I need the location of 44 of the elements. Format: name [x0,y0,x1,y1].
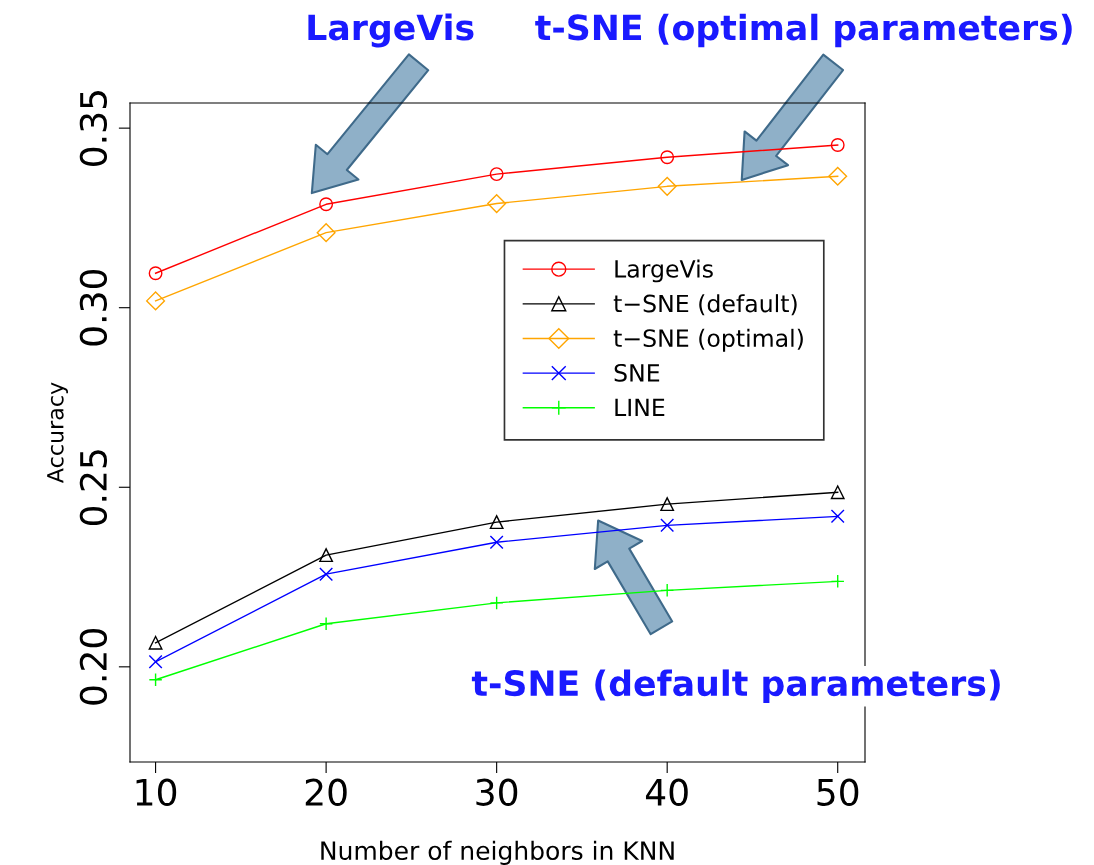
y-axis-title: Accuracy [47,382,68,484]
x-tick-label: 40 [645,778,688,806]
point [489,535,504,550]
point [660,497,675,512]
point [660,583,675,598]
point [319,197,334,212]
point [657,176,677,196]
legend-label: LINE [615,398,665,417]
point [660,518,675,533]
y-tick-label: 0.20 [79,629,108,705]
point [148,672,163,687]
point [489,515,504,530]
x-tick-label: 10 [136,778,177,806]
x-tick-label: 20 [305,778,347,806]
y-tick-label: 0.35 [79,91,108,166]
text: LargeVis [308,13,474,48]
legend-label: SNE [614,363,660,382]
point [148,635,163,650]
legend-label: LargeVis [615,259,713,283]
point [830,485,845,500]
point [489,167,504,182]
annotation: t-SNE (default parameters) [471,669,1000,704]
point [489,595,504,610]
point [830,138,845,152]
point [830,509,845,524]
point [148,266,163,281]
x-axis-title: Number of neighbors in KNN [321,840,674,865]
x-tick-label: 50 [817,778,859,806]
point [319,567,334,582]
point [148,654,163,669]
point [319,616,334,631]
point [319,548,334,563]
x-tick-label: 30 [476,778,518,806]
legend-label: t−SNE (optimal) [613,328,803,352]
point [146,291,166,311]
legend-label: t−SNE (default) [613,294,797,316]
point [660,150,675,165]
y-tick-label: 0.30 [79,269,108,346]
y-tick-label: 0.25 [79,450,108,526]
point [316,223,336,243]
point [487,194,507,214]
point [830,574,845,589]
point [828,166,848,186]
text: t-SNE (optimal parameters) [535,13,1072,48]
